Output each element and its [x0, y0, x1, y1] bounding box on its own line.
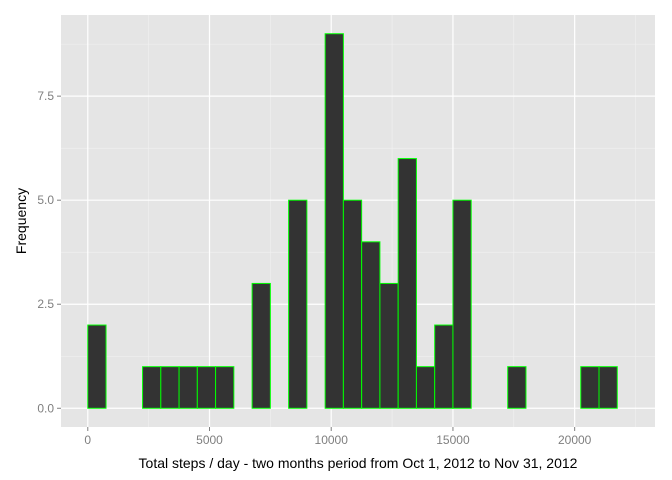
histogram-bar	[288, 199, 308, 409]
x-tick-label: 10000	[315, 433, 349, 447]
x-tick-label: 15000	[436, 433, 470, 447]
histogram-bar	[87, 324, 107, 409]
histogram-bar	[160, 366, 180, 409]
y-tick-label: 2.5	[37, 297, 54, 311]
x-tick-label: 0	[84, 433, 91, 447]
histogram-bar	[580, 366, 600, 409]
x-axis: 0 5000 10000 15000 20000	[84, 427, 592, 447]
y-tick-label: 5.0	[37, 193, 54, 207]
histogram-bar	[507, 366, 527, 409]
y-tick-label: 0.0	[37, 401, 54, 415]
histogram-bar	[379, 282, 399, 409]
histogram-bar	[196, 366, 217, 409]
x-tick-label: 20000	[558, 433, 592, 447]
y-axis-title: Frequency	[13, 188, 29, 254]
histogram-bar	[251, 282, 271, 409]
histogram-bar	[452, 199, 472, 409]
histogram-bar	[397, 158, 417, 409]
histogram-bar	[434, 324, 454, 409]
histogram-bar	[178, 366, 198, 409]
histogram-bar	[324, 33, 344, 409]
histogram-bar	[342, 199, 363, 409]
histogram-bar	[215, 366, 235, 409]
histogram-bar	[598, 366, 618, 409]
x-tick-label: 5000	[196, 433, 223, 447]
histogram-bar	[361, 241, 381, 409]
histogram-bars	[87, 33, 618, 409]
histogram-bar	[142, 366, 162, 409]
x-axis-title: Total steps / day - two months period fr…	[139, 455, 578, 471]
histogram-bar	[415, 366, 436, 409]
y-axis: 0.0 2.5 5.0 7.5	[37, 89, 61, 415]
y-tick-label: 7.5	[37, 89, 54, 103]
